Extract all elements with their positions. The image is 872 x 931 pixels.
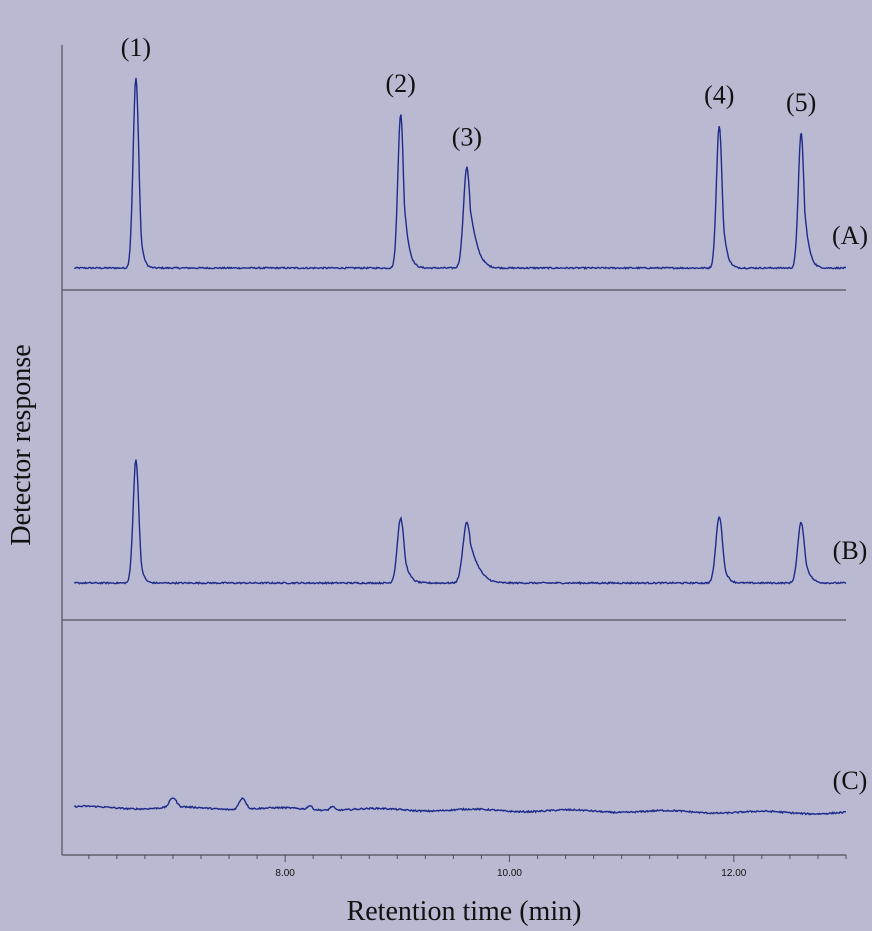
peak-label: (1): [121, 33, 151, 62]
series-label: (A): [832, 221, 868, 250]
labels-group: (1) (2) (3) (4) (5): [121, 33, 817, 151]
peak-label: (2): [386, 69, 416, 98]
traces-group: (A) (B) (C): [73, 77, 868, 816]
series-label: (C): [833, 766, 868, 795]
peak-label: (3): [452, 122, 482, 151]
peak-label: (4): [704, 81, 734, 110]
x-tick-label: 12.00: [721, 868, 746, 879]
series-label: (B): [833, 536, 868, 565]
x-axis-label: Retention time (min): [347, 896, 582, 927]
x-tick-label: 10.00: [497, 868, 522, 879]
axes-group: 8.00 10.00 12.00: [61, 45, 847, 879]
trace-b: [73, 459, 847, 586]
trace-c: [74, 796, 847, 816]
y-axis-label: Detector response: [6, 344, 37, 545]
x-tick-label: 8.00: [275, 868, 295, 879]
trace-a: [73, 77, 847, 271]
peak-label: (5): [786, 88, 816, 117]
